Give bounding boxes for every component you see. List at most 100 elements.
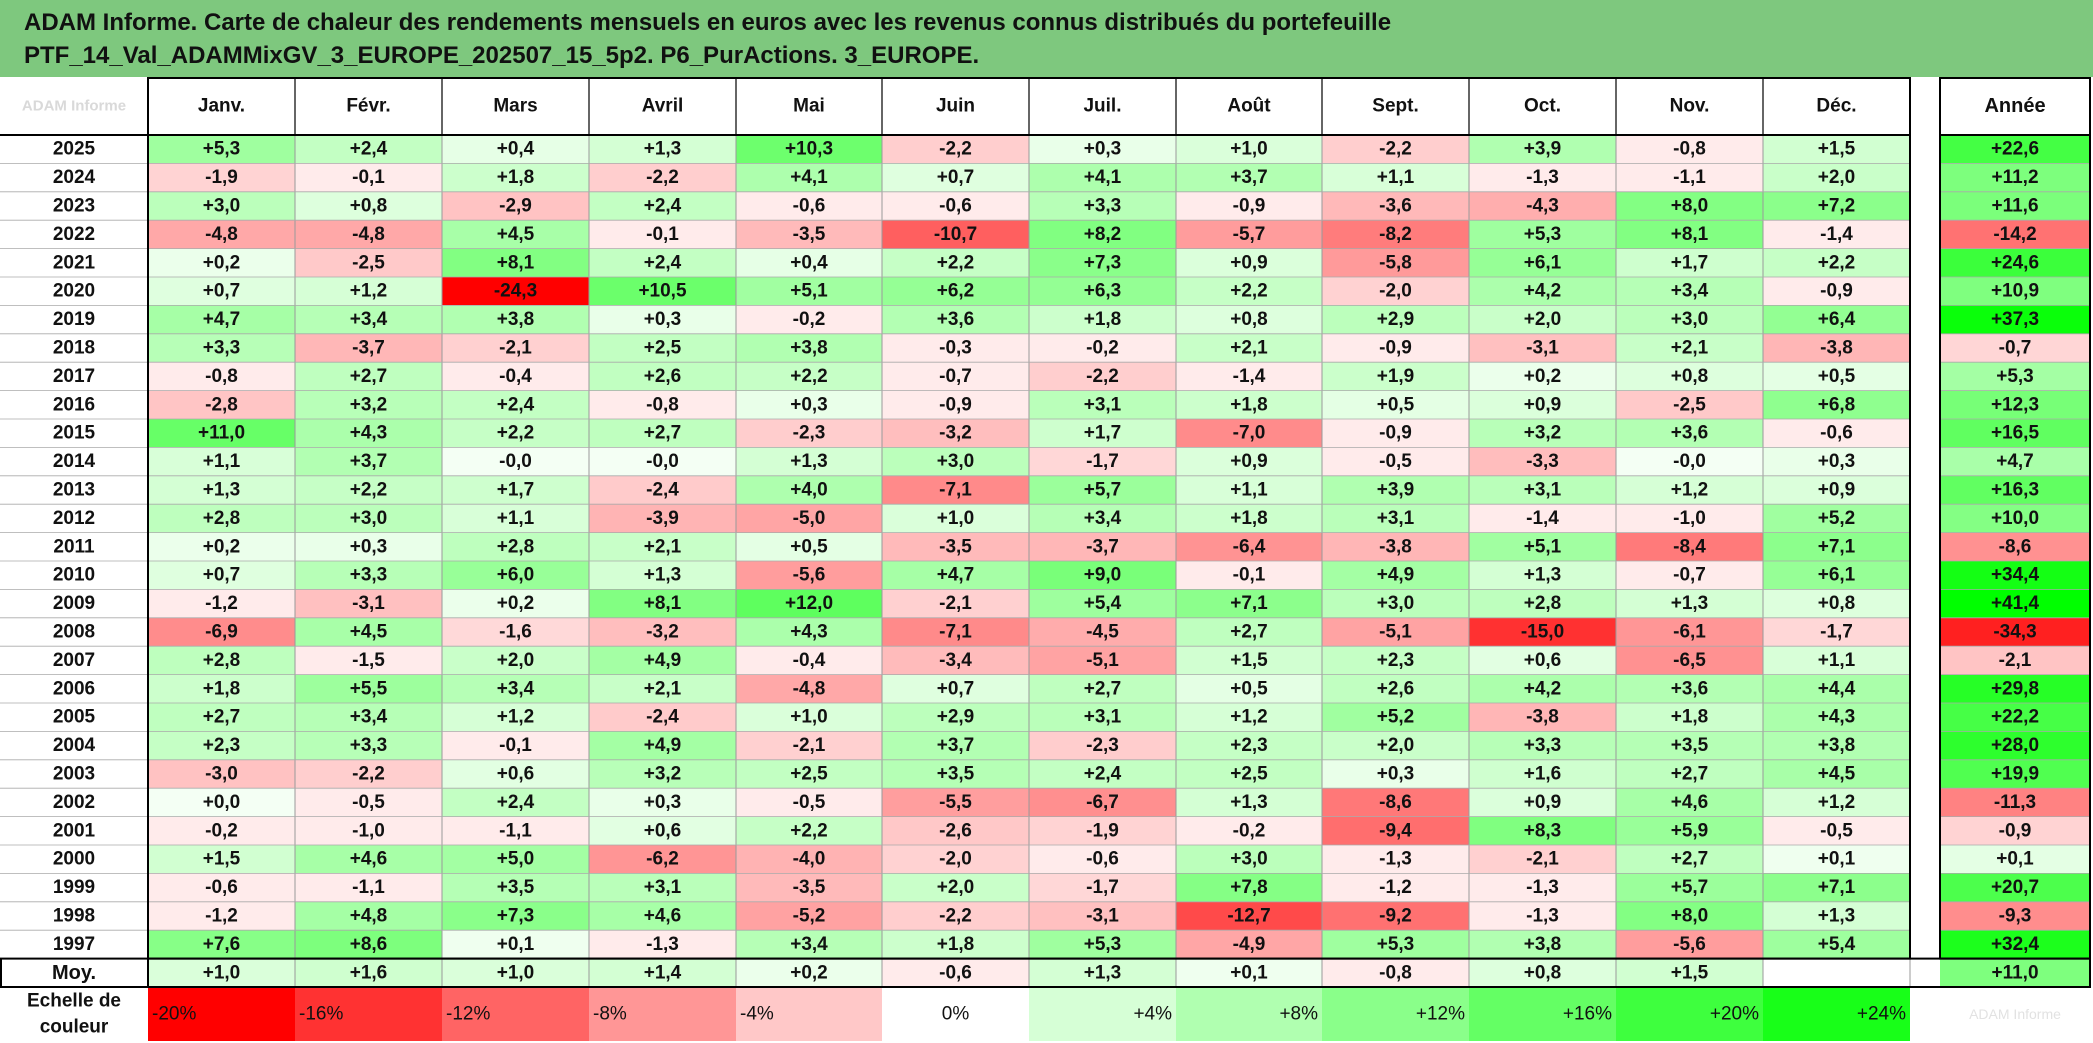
heatmap-cell [589, 248, 736, 277]
heatmap-cell [736, 873, 882, 902]
row-label-cell [0, 674, 148, 703]
cell-value: +0,6 [644, 820, 682, 841]
heatmap-cell [1469, 220, 1616, 249]
heatmap-cell [295, 135, 442, 164]
avg-cell [295, 958, 442, 987]
cell-value: +3,3 [1084, 196, 1122, 217]
cell-value: +3,7 [350, 451, 388, 472]
heatmap-cell [736, 930, 882, 959]
heatmap-cell [1029, 674, 1176, 703]
year-value: +24,6 [1991, 252, 2039, 273]
cell-value: +1,8 [497, 167, 535, 188]
cell-value: +7,8 [1230, 877, 1268, 898]
heatmap-cell [1322, 447, 1469, 476]
heatmap-cell [1469, 362, 1616, 391]
heatmap-cell [589, 873, 736, 902]
cell-value: +2,2 [497, 423, 535, 444]
heatmap-cell [442, 561, 589, 590]
scale-step-label: 0% [942, 1004, 970, 1025]
heatmap-cell [1322, 845, 1469, 874]
cell-value: -1,3 [1379, 849, 1412, 870]
row-label-cell [0, 845, 148, 874]
heatmap-cell [148, 220, 295, 249]
row-label-1999: 1999 [53, 877, 95, 898]
heatmap-cell [589, 504, 736, 533]
cell-value: +1,2 [1230, 707, 1268, 728]
cell-value: -7,1 [939, 622, 972, 643]
year-cell [1940, 788, 2090, 817]
heatmap-cell [736, 419, 882, 448]
cell-value: +1,0 [1230, 139, 1268, 160]
year-cell [1940, 873, 2090, 902]
cell-value: +1,3 [1230, 792, 1268, 813]
heatmap-cell [589, 646, 736, 675]
heatmap-cell [442, 901, 589, 931]
heatmap-cell [442, 447, 589, 476]
year-cell [1940, 475, 2090, 505]
heatmap-cell [1176, 674, 1322, 703]
month-header-8: Sept. [1372, 96, 1418, 117]
heatmap-cell [736, 788, 882, 817]
heatmap-cell [442, 816, 589, 845]
cell-value: +5,1 [1524, 536, 1562, 557]
cell-value: +2,8 [497, 536, 535, 557]
cell-value: -1,0 [352, 820, 385, 841]
heatmap-cell [736, 362, 882, 391]
cell-value: +3,4 [1671, 281, 1709, 302]
row-label-2004: 2004 [53, 735, 96, 756]
heatmap-cell [1176, 163, 1322, 192]
scale-step-label: -4% [740, 1004, 774, 1025]
cell-value: +5,4 [1818, 934, 1856, 955]
heatmap-cell [882, 901, 1029, 931]
row-label-2019: 2019 [53, 309, 95, 330]
cell-value: +2,9 [937, 707, 975, 728]
year-value: -14,2 [1993, 224, 2036, 245]
cell-value: -3,7 [1086, 536, 1119, 557]
cell-value: +3,3 [350, 565, 388, 586]
heatmap-cell [1763, 419, 1910, 448]
scale-swatch [589, 987, 736, 1041]
heatmap-cell [148, 759, 295, 789]
year-header: Année [1984, 95, 2045, 117]
cell-value: -0,0 [1673, 451, 1706, 472]
row-label-cell [0, 277, 148, 306]
cell-value: +0,5 [1818, 366, 1856, 387]
heatmap-cell [1763, 561, 1910, 590]
heatmap-cell [589, 305, 736, 334]
scale-label-line-2: couleur [40, 1017, 109, 1038]
cell-value: +2,7 [1230, 622, 1268, 643]
heatmap-cell [442, 390, 589, 419]
cell-value: +1,9 [1377, 366, 1415, 387]
heatmap-cell [295, 305, 442, 334]
cell-value: -2,0 [1379, 281, 1412, 302]
heatmap-cell [1029, 816, 1176, 845]
avg-cell [442, 958, 589, 987]
heatmap-cell [295, 759, 442, 789]
heatmap-cell [1763, 901, 1910, 931]
year-value: +16,5 [1991, 423, 2040, 444]
heatmap-cell [295, 930, 442, 959]
cell-value: +1,3 [790, 451, 828, 472]
heatmap-cell [442, 475, 589, 505]
heatmap-cell [1616, 220, 1763, 249]
heatmap-cell [589, 845, 736, 874]
cell-value: -3,5 [793, 877, 826, 898]
heatmap-cell [148, 362, 295, 391]
cell-value: -6,4 [1233, 536, 1266, 557]
heatmap-cell [736, 589, 882, 618]
heatmap-cell [295, 561, 442, 590]
cell-value: +2,0 [1524, 309, 1562, 330]
avg-value: +1,0 [203, 962, 241, 983]
cell-value: -0,9 [1379, 423, 1412, 444]
month-header-7: Août [1227, 96, 1271, 117]
cell-value: -0,2 [205, 820, 238, 841]
heatmap-cell [736, 901, 882, 931]
heatmap-cell [589, 220, 736, 249]
cell-value: -3,9 [646, 508, 679, 529]
scale-swatch [882, 987, 1029, 1041]
cell-value: -3,1 [1086, 906, 1119, 927]
heatmap-cell [148, 901, 295, 931]
heatmap-cell [295, 362, 442, 391]
cell-value: +0,6 [1524, 650, 1562, 671]
heatmap-cell [589, 532, 736, 561]
